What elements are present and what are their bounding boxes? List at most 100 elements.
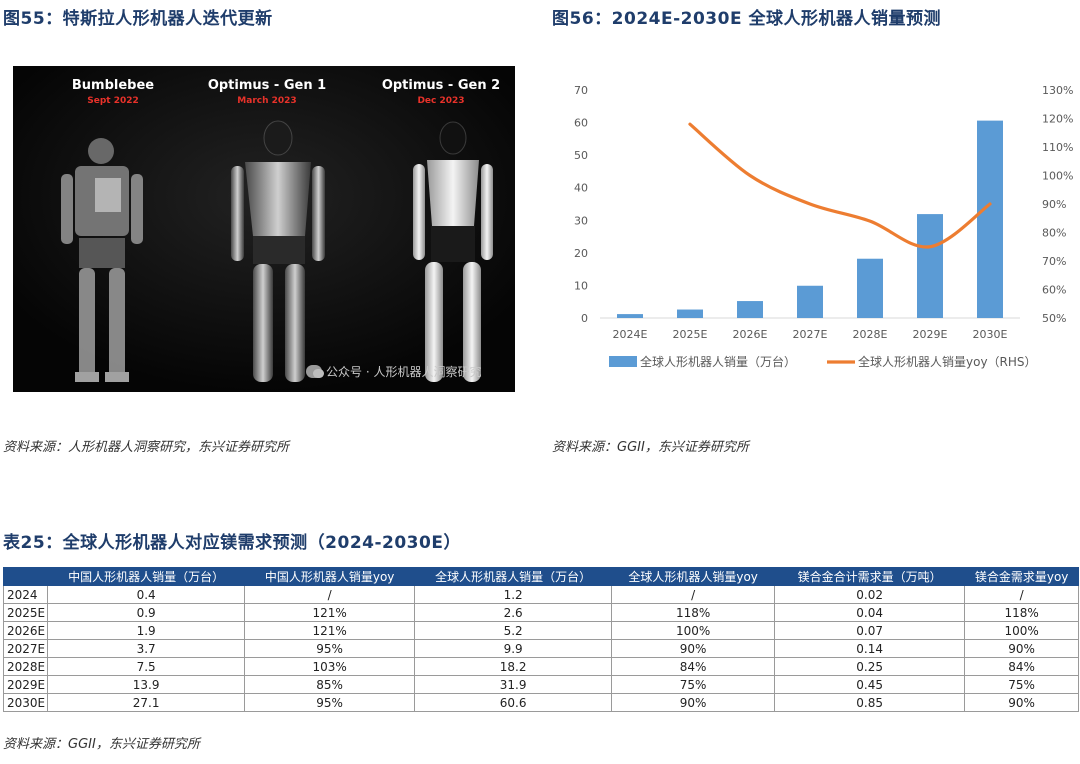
y2-tick-label: 80% [1042, 227, 1066, 240]
bumblebee-robot [61, 138, 143, 382]
table-cell: 0.14 [774, 639, 966, 658]
table-header-row: 中国人形机器人销量（万台） 中国人形机器人销量yoy 全球人形机器人销量（万台）… [2, 567, 1080, 586]
bar [857, 258, 883, 318]
table-cell: 0.9 [47, 603, 246, 622]
table-cell: 0.25 [774, 657, 966, 676]
table-cell: 0.02 [774, 585, 966, 604]
row-year-cell: 2025E [2, 603, 49, 622]
table-cell: 121% [244, 603, 416, 622]
y2-tick-label: 110% [1042, 141, 1073, 154]
y-tick-label: 70 [574, 84, 588, 97]
yoy-line [688, 122, 992, 249]
bar [977, 120, 1003, 318]
header-cell: 镁合金需求量yoy [964, 567, 1080, 586]
y-tick-label: 0 [581, 312, 588, 325]
y-tick-label: 50 [574, 149, 588, 162]
x-tick-label: 2027E [793, 328, 828, 341]
optimus-gen1-robot [231, 120, 325, 382]
x-tick-label: 2026E [733, 328, 768, 341]
header-cell: 全球人形机器人销量yoy [611, 567, 776, 586]
bar [917, 214, 943, 318]
table-cell: / [964, 585, 1080, 604]
sales-forecast-chart: 0 10 20 30 40 50 60 70 50% 60% 70% 80% 90% 100% 110% 12… [574, 84, 1073, 369]
table-cell: 100% [964, 621, 1080, 640]
table-cell: 13.9 [47, 675, 246, 694]
table-cell: 5.2 [414, 621, 613, 640]
table-cell: / [244, 585, 416, 604]
table-row: 2027E 3.7 95% 9.9 90% 0.14 90% [2, 639, 1080, 658]
table-cell: 95% [244, 639, 416, 658]
optimus-gen2-robot [413, 121, 493, 382]
table-cell: 0.85 [774, 693, 966, 712]
table-row: 2026E 1.9 121% 5.2 100% 0.07 100% [2, 621, 1080, 640]
header-cell: 镁合金合计需求量（万吨） [774, 567, 966, 586]
robot-name-3: Optimus - Gen 2 [381, 78, 501, 93]
figure-55-source: 资料来源：人形机器人洞察研究，东兴证券研究所 [3, 440, 290, 455]
table-cell: 103% [244, 657, 416, 676]
header-cell [2, 567, 49, 586]
table-cell: 118% [611, 603, 776, 622]
table-cell: 85% [244, 675, 416, 694]
y-tick-label: 20 [574, 247, 588, 260]
y2-tick-label: 70% [1042, 255, 1066, 268]
table-cell: 118% [964, 603, 1080, 622]
row-year-cell: 2027E [2, 639, 49, 658]
watermark-text: 公众号 · 人形机器人洞察研究 [326, 365, 482, 379]
table-cell: 0.04 [774, 603, 966, 622]
header-cell: 全球人形机器人销量（万台） [414, 567, 613, 586]
table-row: 2024 0.4/1.2/0.02/ [2, 585, 1080, 604]
x-tick-label: 2024E [613, 328, 648, 341]
wechat-icon [306, 365, 324, 378]
header-cell: 中国人形机器人销量yoy [244, 567, 416, 586]
table-cell: 1.2 [414, 585, 613, 604]
robot-illustration [13, 66, 515, 392]
table-cell: 2.6 [414, 603, 613, 622]
table-cell: 84% [611, 657, 776, 676]
figure-55-title: 图55：特斯拉人形机器人迭代更新 [3, 9, 273, 29]
row-year-cell: 2028E [2, 657, 49, 676]
x-tick-label: 2030E [973, 328, 1008, 341]
table-row: 2025E 0.9 121% 2.6 118% 0.04 118% [2, 603, 1080, 622]
table-cell: 90% [611, 693, 776, 712]
table-cell: / [611, 585, 776, 604]
y-tick-label: 30 [574, 214, 588, 227]
y2-tick-label: 130% [1042, 84, 1073, 97]
table-cell: 121% [244, 621, 416, 640]
x-tick-label: 2029E [913, 328, 948, 341]
table-cell: 90% [964, 639, 1080, 658]
table-cell: 0.4 [47, 585, 246, 604]
table-25-title: 表25：全球人形机器人对应镁需求预测（2024-2030E） [3, 533, 461, 553]
table-cell: 27.1 [47, 693, 246, 712]
y-tick-label: 60 [574, 117, 588, 130]
row-year-cell: 2024 [2, 585, 49, 604]
robot-name-1: Bumblebee [71, 78, 155, 93]
table-cell: 9.9 [414, 639, 613, 658]
table-cell: 75% [964, 675, 1080, 694]
y2-tick-label: 90% [1042, 198, 1066, 211]
robot-date-2: March 2023 [237, 96, 297, 106]
legend-bar-label: 全球人形机器人销量（万台） [640, 354, 796, 369]
table-row: 2029E 13.9 85% 31.9 75% 0.45 75% [2, 675, 1080, 694]
table-cell: 31.9 [414, 675, 613, 694]
table-cell: 75% [611, 675, 776, 694]
table-cell: 84% [964, 657, 1080, 676]
table-cell: 90% [611, 639, 776, 658]
header-cell: 中国人形机器人销量（万台） [47, 567, 246, 586]
y2-tick-label: 50% [1042, 312, 1066, 325]
x-tick-label: 2028E [853, 328, 888, 341]
watermark: 公众号 · 人形机器人洞察研究 [306, 363, 481, 380]
y2-tick-label: 120% [1042, 113, 1073, 126]
x-tick-label: 2025E [673, 328, 708, 341]
table-cell: 0.07 [774, 621, 966, 640]
y-tick-label: 10 [574, 279, 588, 292]
table-cell: 60.6 [414, 693, 613, 712]
table-cell: 3.7 [47, 639, 246, 658]
table-25-source: 资料来源：GGII，东兴证券研究所 [3, 737, 200, 752]
robot-date-1: Sept 2022 [87, 96, 139, 106]
y2-tick-label: 100% [1042, 170, 1073, 183]
robot-date-3: Dec 2023 [417, 96, 465, 106]
figure-56-source: 资料来源：GGII，东兴证券研究所 [552, 440, 749, 455]
bar [677, 309, 703, 318]
y2-tick-label: 60% [1042, 284, 1066, 297]
table-cell: 0.45 [774, 675, 966, 694]
